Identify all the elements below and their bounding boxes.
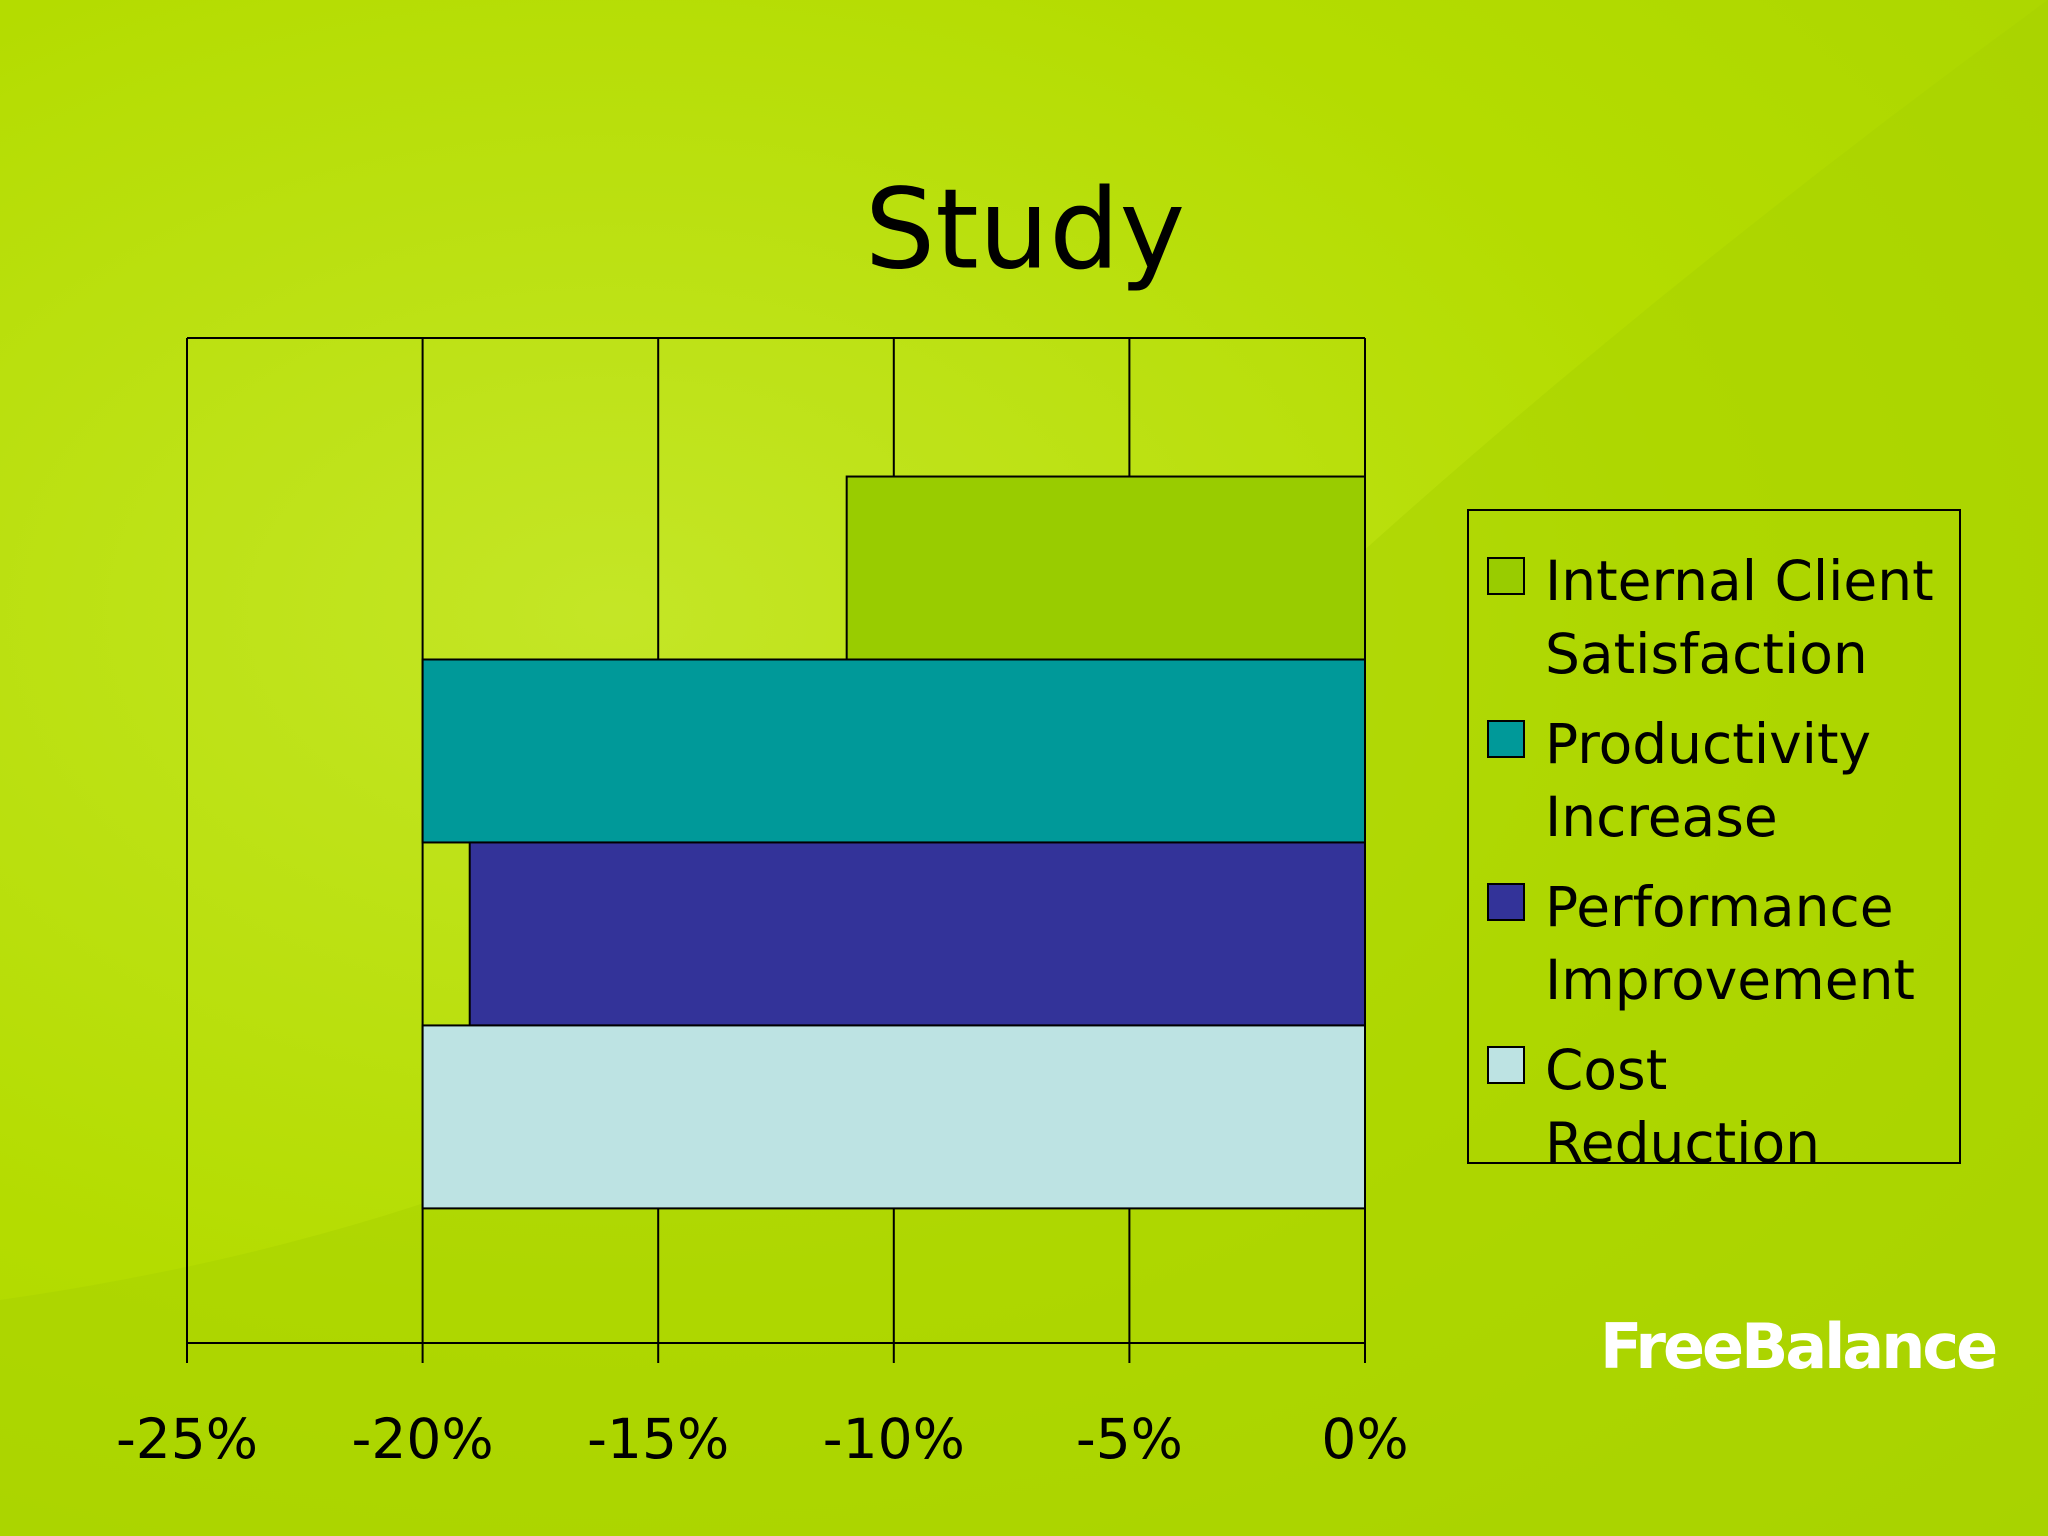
legend-entry: Performance Improvement: [1487, 871, 1959, 1017]
legend-label: Cost Reduction: [1545, 1038, 1820, 1175]
legend-label: Performance Improvement: [1545, 875, 1915, 1012]
x-tick-label: -20%: [352, 1407, 494, 1471]
logo: FreeBalance: [1600, 1310, 1998, 1383]
legend-swatch: [1487, 883, 1525, 921]
bar: [421, 658, 1367, 844]
legend: Internal Client Satisfaction Productivity…: [1467, 509, 1961, 1175]
legend-entry: Internal Client Satisfaction: [1487, 545, 1959, 691]
x-tick-label: -5%: [1076, 1407, 1183, 1471]
bar: [468, 841, 1367, 1027]
x-tick-label: -25%: [116, 1407, 258, 1471]
bar: [845, 475, 1366, 661]
legend-entry: Productivity Increase: [1487, 708, 1959, 854]
legend-label: Internal Client Satisfaction: [1545, 549, 1934, 686]
legend-swatch: [1487, 557, 1525, 595]
legend-label: Productivity Increase: [1545, 712, 1872, 849]
x-tick-label: -15%: [587, 1407, 729, 1471]
chart-title: Study: [865, 165, 1185, 294]
legend-swatch: [1487, 1046, 1525, 1084]
x-tick-label: -10%: [823, 1407, 965, 1471]
legend-swatch: [1487, 720, 1525, 758]
legend-entry: Cost Reduction: [1487, 1034, 1959, 1180]
bar: [421, 1024, 1367, 1210]
x-tick-label: 0%: [1321, 1407, 1408, 1471]
